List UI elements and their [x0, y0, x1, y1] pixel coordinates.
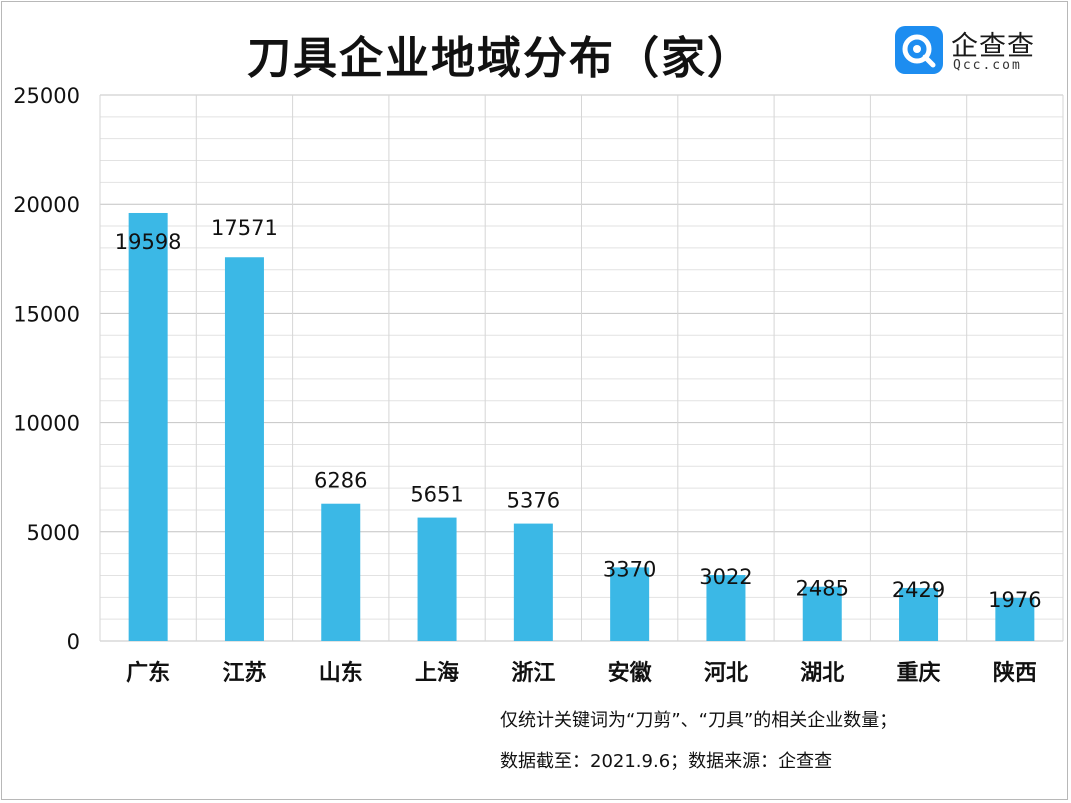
qcc-logo: 企查查 Qcc.com [895, 26, 1045, 78]
bar [802, 586, 842, 641]
grid [99, 94, 1064, 642]
bar [224, 257, 264, 641]
data-label: 2485 [796, 577, 849, 601]
qcc-logo-domain: Qcc.com [953, 58, 1022, 73]
y-tick-label: 20000 [13, 193, 80, 217]
y-tick-label: 25000 [13, 84, 80, 108]
data-label: 6286 [314, 469, 367, 493]
bar [321, 503, 361, 641]
bars [128, 212, 1035, 641]
data-label: 19598 [115, 230, 182, 254]
category-label: 湖北 [800, 661, 844, 686]
note-keywords: 仅统计关键词为“刀剪”、“刀具”的相关企业数量； [500, 710, 898, 731]
chart-title: 刀具企业地域分布（家） [247, 33, 753, 84]
bar [417, 517, 457, 641]
qcc-logo-icon [895, 26, 943, 74]
y-tick-label: 0 [67, 630, 80, 654]
data-label: 17571 [211, 216, 278, 240]
category-label: 江苏 [222, 660, 266, 686]
data-label: 1976 [988, 588, 1041, 612]
category-label: 河北 [704, 661, 748, 686]
qcc-logo-name: 企查查 [951, 31, 1035, 62]
bar [706, 574, 746, 641]
category-label: 广东 [126, 660, 170, 686]
bar [128, 212, 168, 641]
bar [995, 597, 1035, 641]
note-source: 数据截至：2021.9.6；数据来源：企查查 [500, 751, 833, 772]
data-label: 3370 [603, 557, 656, 581]
category-label: 浙江 [511, 661, 555, 686]
bar [513, 523, 553, 641]
category-label: 山东 [319, 660, 363, 686]
data-label: 5376 [507, 489, 560, 513]
category-label: 重庆 [897, 660, 941, 686]
category-label: 上海 [415, 660, 459, 686]
labels: 0 5000 10000 15000 20000 25000 19598 广东 17571 江苏 6… [13, 84, 1041, 686]
data-label: 2429 [892, 578, 945, 602]
bar [899, 587, 939, 641]
y-tick-label: 10000 [13, 412, 80, 436]
category-label: 陕西 [993, 661, 1037, 686]
y-tick-label: 5000 [27, 521, 80, 545]
category-label: 安徽 [608, 660, 653, 686]
bar [610, 567, 650, 641]
data-label: 3022 [699, 565, 752, 589]
y-tick-label: 15000 [13, 302, 80, 326]
data-label: 5651 [410, 483, 463, 507]
